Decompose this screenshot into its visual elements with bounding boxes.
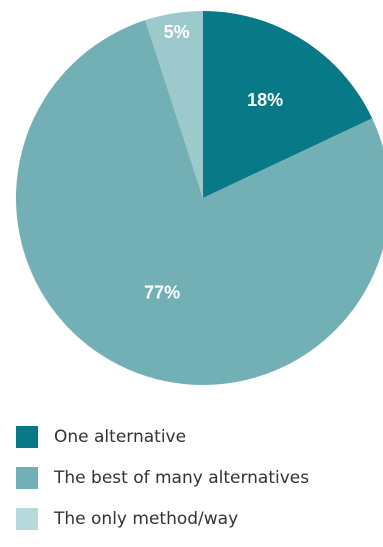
legend-item-best-of-many: The best of many alternatives: [16, 465, 309, 491]
legend-item-one-alternative: One alternative: [16, 424, 309, 450]
legend-label: The only method/way: [54, 509, 239, 529]
legend-swatch: [16, 426, 38, 448]
pie-chart: 18% 77% 5%: [16, 11, 383, 385]
slice-data-label: 77%: [144, 282, 180, 302]
legend: One alternative The best of many alterna…: [16, 424, 309, 547]
pie-slice: [145, 11, 203, 198]
legend-swatch: [16, 508, 38, 530]
slice-data-label: 18%: [247, 90, 283, 110]
slice-data-label: 5%: [164, 22, 190, 42]
legend-swatch: [16, 467, 38, 489]
legend-item-only-method: The only method/way: [16, 506, 309, 532]
legend-label: One alternative: [54, 427, 187, 447]
legend-label: The best of many alternatives: [54, 468, 310, 488]
pie-slice: [16, 20, 383, 385]
pie-slice: [203, 11, 373, 198]
